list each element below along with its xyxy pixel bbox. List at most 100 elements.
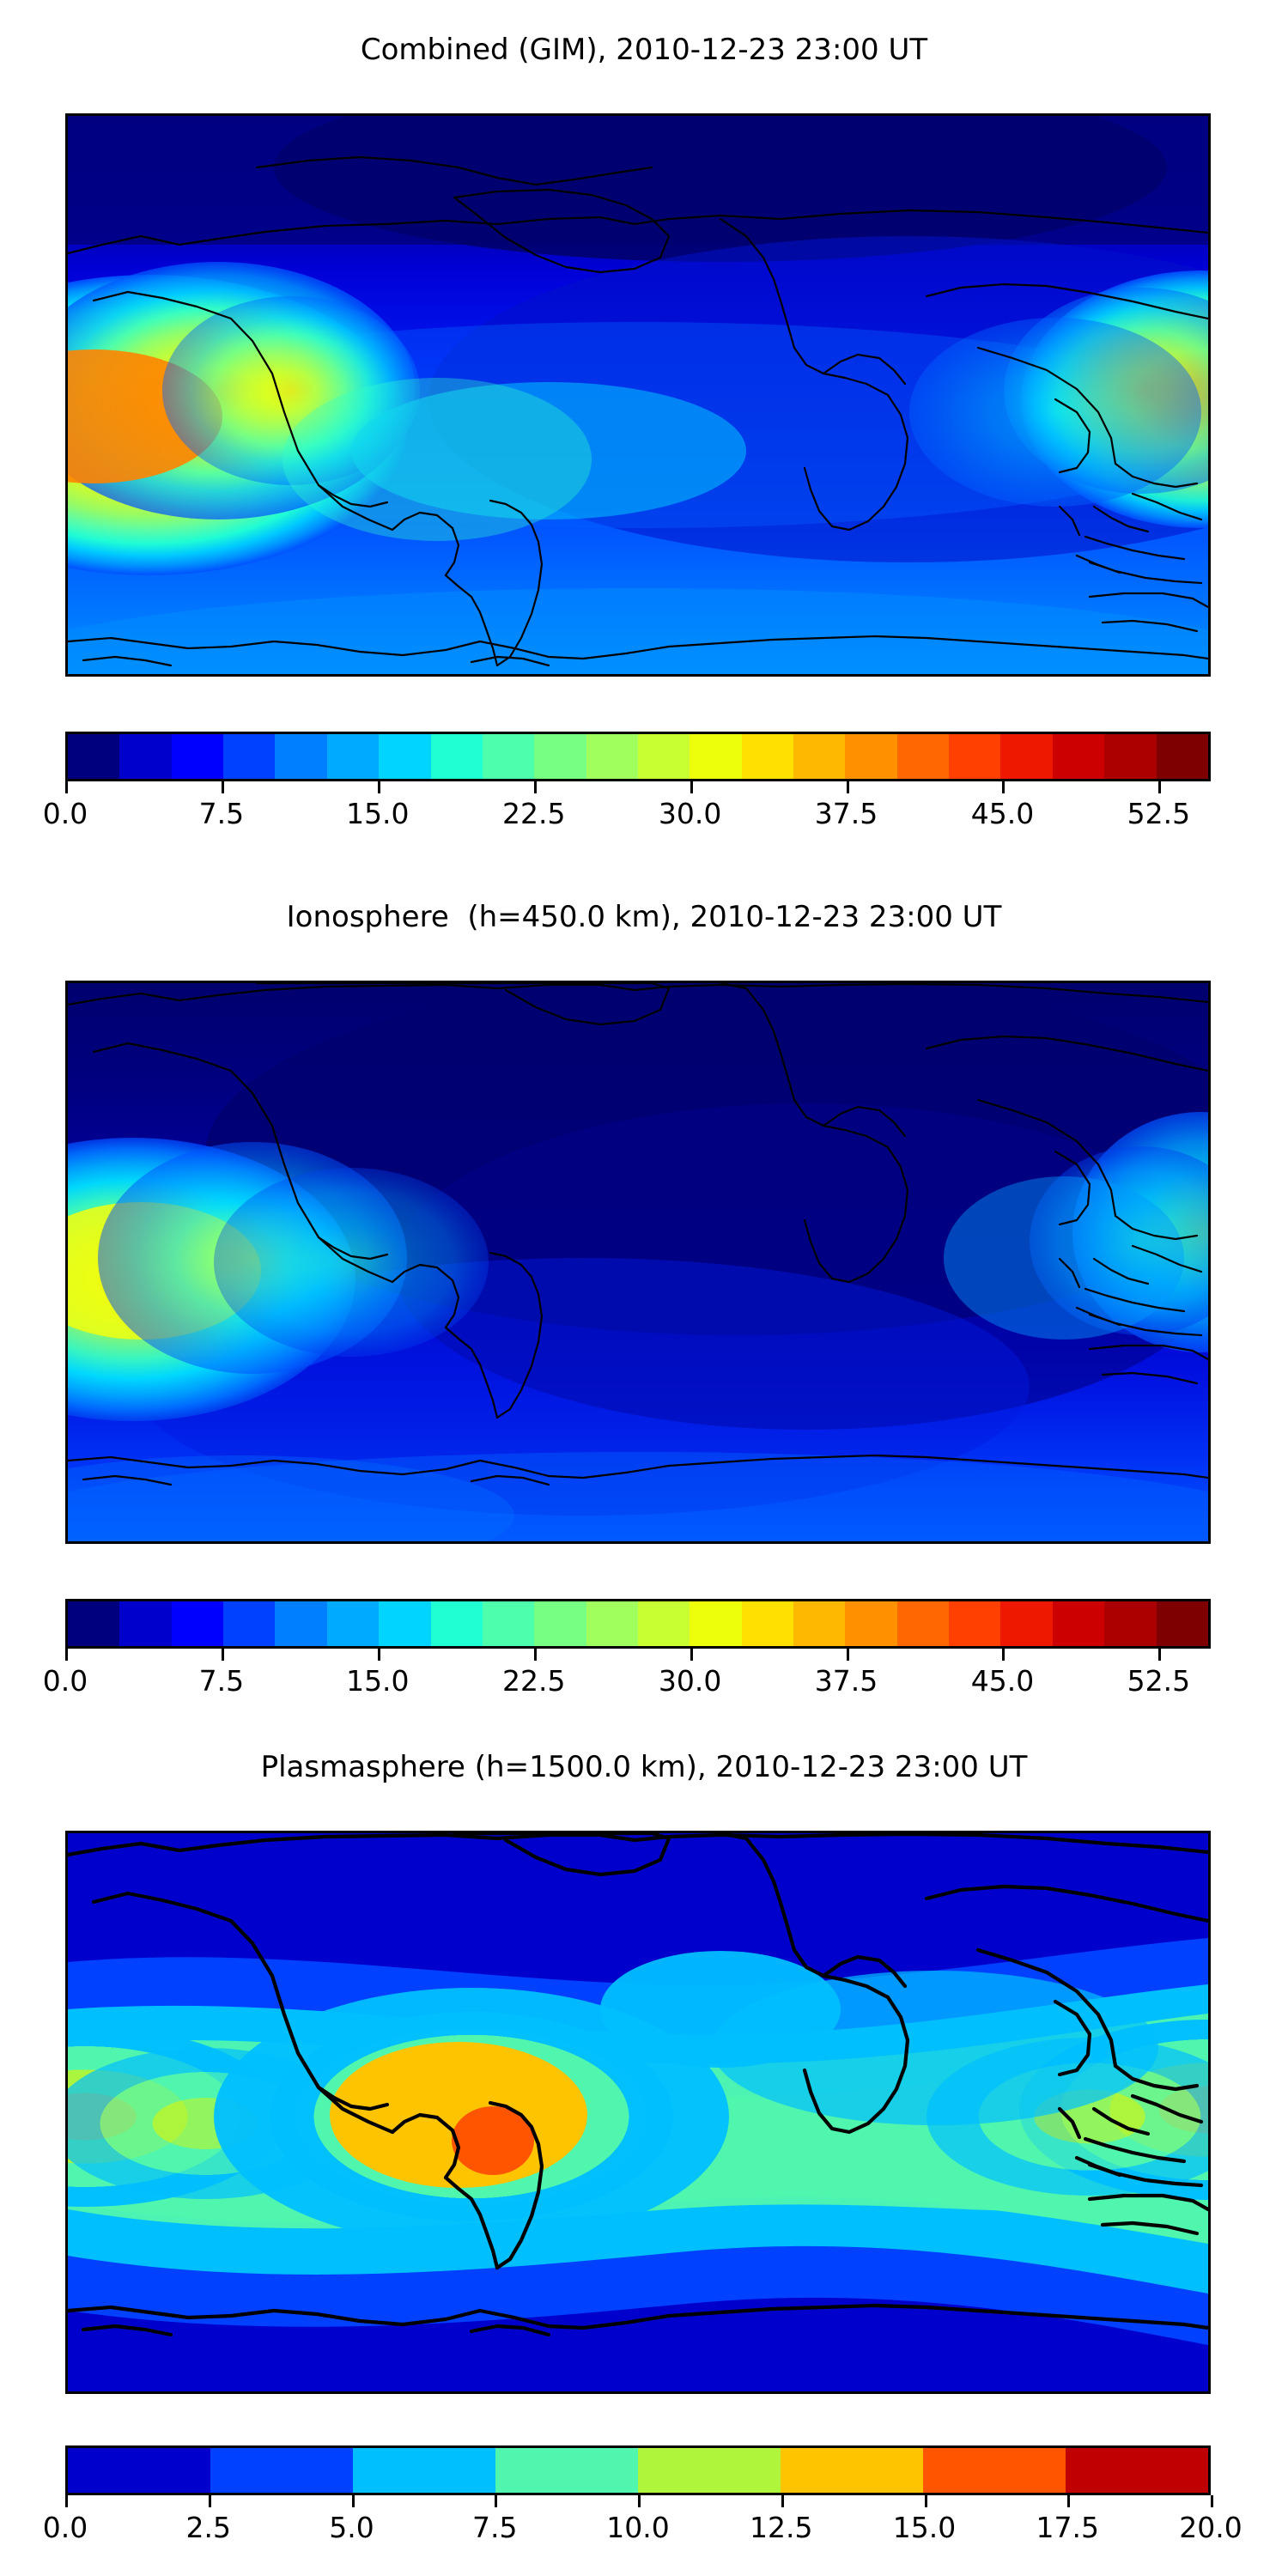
colorbar-tick-label: 17.5 [1036, 2511, 1099, 2544]
map-frame-plasmasphere [65, 1831, 1211, 2394]
colorbar-segment-5 [326, 734, 380, 779]
colorbar-segment-0 [68, 734, 120, 779]
colorbar-tick [65, 2495, 68, 2507]
colorbar-segment-7 [430, 734, 483, 779]
colorbar-tick [846, 781, 849, 793]
colorbar-segment-8 [482, 1601, 535, 1646]
colorbar-segment-15 [845, 1601, 897, 1646]
colorbar-segment-2 [171, 1601, 224, 1646]
colorbar-segment-7 [430, 1601, 483, 1646]
colorbar-tick [1158, 781, 1162, 793]
colorbar-segment-3 [223, 734, 276, 779]
colorbar-segment-19 [1052, 1601, 1105, 1646]
colorbar-tick [533, 781, 537, 793]
colorbar-tick-label: 45.0 [970, 797, 1035, 830]
colorbar-tick [1002, 1649, 1005, 1661]
colorbar-segment-4 [275, 734, 327, 779]
colorbar-tick-label: 5.0 [329, 2511, 374, 2544]
map-frame-combined [65, 113, 1211, 677]
colorbar-segment-11 [637, 734, 690, 779]
colorbar-segment-18 [1000, 1601, 1053, 1646]
map-canvas-ionosphere [68, 983, 1208, 1541]
colorbar-segment-13 [741, 734, 794, 779]
colorbar-segment-19 [1052, 734, 1105, 779]
colorbar-segment-12 [690, 734, 742, 779]
colorbar-ionosphere: 0.0 7.5 15.0 22.5 30.0 37.5 45.0 52.5 [43, 1599, 1211, 1698]
colorbar-segment-17 [949, 734, 1001, 779]
colorbar-tick-label: 30.0 [658, 797, 722, 830]
colorbar-tick [1002, 781, 1005, 793]
colorbar-segment-17 [949, 1601, 1001, 1646]
colorbar-segment-6 [379, 1601, 431, 1646]
colorbar-tick [1067, 2495, 1071, 2507]
colorbar-tick-label: 52.5 [1127, 1664, 1191, 1698]
panel-plasmasphere: Plasmasphere (h=1500.0 km), 2010-12-23 2… [0, 1735, 1288, 2576]
panel-title-ionosphere: Ionosphere (h=450.0 km), 2010-12-23 23:0… [286, 900, 1002, 934]
colorbar-tick-label: 12.5 [750, 2511, 813, 2544]
colorbar-segment-7 [1066, 2448, 1208, 2493]
colorbar-segment-6 [379, 734, 431, 779]
colorbar-tick-label: 37.5 [814, 797, 878, 830]
colorbar-segment-0 [68, 1601, 120, 1646]
colorbar-segment-8 [482, 734, 535, 779]
colorbar-segment-5 [326, 1601, 380, 1646]
colorbar-tick [924, 2495, 927, 2507]
map-canvas-combined [68, 116, 1208, 674]
colorbar-segment-21 [1156, 734, 1208, 779]
colorbar-tick-label: 30.0 [658, 1664, 722, 1698]
colorbar-segment-6 [923, 2448, 1066, 2493]
colorbar-segment-20 [1104, 1601, 1157, 1646]
colorbar-combined: 0.0 7.5 15.0 22.5 30.0 37.5 45.0 52.5 [43, 732, 1211, 830]
colorbar-segment-1 [119, 734, 172, 779]
colorbar-gradient-plasmasphere [65, 2445, 1211, 2495]
colorbar-tick-label: 20.0 [1179, 2511, 1242, 2544]
colorbar-tick-label: 15.0 [892, 2511, 957, 2544]
colorbar-tick-label: 7.5 [472, 2511, 518, 2544]
colorbar-segment-4 [638, 2448, 781, 2493]
colorbar-segment-9 [534, 734, 586, 779]
colorbar-segment-4 [275, 1601, 327, 1646]
panel-title-combined: Combined (GIM), 2010-12-23 23:00 UT [360, 33, 928, 67]
colorbar-tick-label: 7.5 [198, 797, 245, 830]
colorbar-gradient-combined [65, 732, 1211, 781]
colorbar-tick [846, 1649, 849, 1661]
colorbar-tick [65, 1649, 68, 1661]
map-frame-ionosphere [65, 981, 1211, 1544]
colorbar-tick-label: 0.0 [42, 2511, 88, 2544]
colorbar-segment-2 [171, 734, 224, 779]
colorbar-segment-11 [637, 1601, 690, 1646]
colorbar-segment-16 [896, 1601, 950, 1646]
colorbar-tick-label: 22.5 [501, 1664, 566, 1698]
panel-ionosphere: Ionosphere (h=450.0 km), 2010-12-23 23:0… [0, 867, 1288, 1726]
colorbar-segment-15 [845, 734, 897, 779]
colorbar-tick [1211, 2495, 1213, 2507]
colorbar-segment-12 [690, 1601, 742, 1646]
map-ionosphere [65, 981, 1211, 1544]
colorbar-tick [65, 781, 68, 793]
colorbar-tick [638, 2495, 641, 2507]
colorbar-segment-14 [793, 1601, 846, 1646]
colorbar-tick [690, 1649, 693, 1661]
colorbar-tick [377, 781, 380, 793]
colorbar-segment-0 [68, 2448, 210, 2493]
colorbar-tick [221, 781, 224, 793]
colorbar-tick [351, 2495, 355, 2507]
colorbar-tick-label: 52.5 [1127, 797, 1191, 830]
colorbar-tick [495, 2495, 498, 2507]
colorbar-tick [781, 2495, 784, 2507]
colorbar-tick-label: 2.5 [185, 2511, 231, 2544]
colorbar-segment-10 [586, 1601, 638, 1646]
colorbar-segment-18 [1000, 734, 1053, 779]
colorbar-tick [377, 1649, 380, 1661]
colorbar-tick-label: 22.5 [501, 797, 566, 830]
colorbar-tick [208, 2495, 211, 2507]
map-combined [65, 113, 1211, 677]
colorbar-segment-14 [793, 734, 846, 779]
colorbar-tick-label: 15.0 [346, 1664, 410, 1698]
colorbar-segment-2 [353, 2448, 495, 2493]
colorbar-tick [533, 1649, 537, 1661]
colorbar-segment-1 [119, 1601, 172, 1646]
colorbar-segment-3 [223, 1601, 276, 1646]
colorbar-tick [1158, 1649, 1162, 1661]
